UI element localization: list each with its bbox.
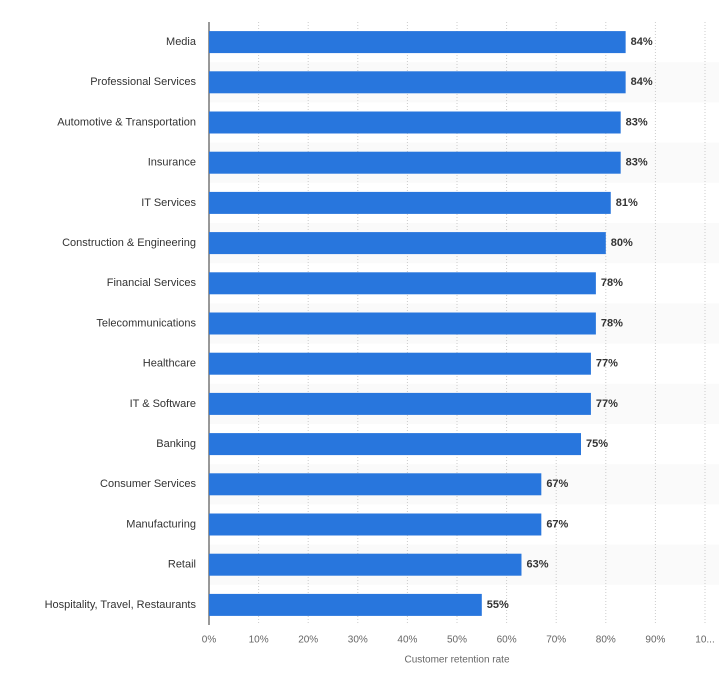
bar: [209, 31, 626, 54]
y-tick-label: Insurance: [148, 157, 196, 169]
x-tick-label: 50%: [447, 635, 467, 646]
bar: [209, 151, 621, 174]
x-tick-label: 60%: [497, 635, 517, 646]
value-label: 80%: [611, 237, 633, 249]
y-tick-label: Automotive & Transportation: [57, 116, 196, 128]
value-label: 55%: [487, 599, 509, 611]
y-tick-label: Hospitality, Travel, Restaurants: [45, 599, 197, 611]
bar: [209, 272, 596, 295]
y-tick-label: Financial Services: [107, 277, 197, 289]
bar: [209, 473, 542, 496]
bar: [209, 433, 581, 456]
bar: [209, 71, 626, 94]
x-tick-label: 20%: [298, 635, 318, 646]
y-tick-label: IT & Software: [130, 398, 196, 410]
value-label: 77%: [596, 358, 618, 370]
y-tick-label: Telecommunications: [96, 317, 196, 329]
y-tick-label: Retail: [168, 559, 196, 571]
y-tick-label: Healthcare: [143, 358, 196, 370]
x-tick-label: 0%: [202, 635, 217, 646]
x-tick-label: 40%: [397, 635, 417, 646]
y-tick-label: Banking: [156, 438, 196, 450]
x-tick-label: 90%: [645, 635, 665, 646]
value-label: 84%: [631, 76, 653, 88]
value-label: 78%: [601, 277, 623, 289]
x-tick-label: 10%: [249, 635, 269, 646]
value-label: 83%: [626, 116, 648, 128]
bar: [209, 553, 522, 576]
value-label: 63%: [526, 559, 548, 571]
y-tick-label: Consumer Services: [100, 478, 196, 490]
bar: [209, 352, 591, 375]
x-tick-label: 80%: [596, 635, 616, 646]
value-label: 84%: [631, 36, 653, 48]
value-label: 77%: [596, 398, 618, 410]
x-axis-title: Customer retention rate: [404, 655, 509, 666]
y-tick-label: Professional Services: [90, 76, 196, 88]
value-label: 83%: [626, 157, 648, 169]
y-tick-label: Media: [166, 36, 197, 48]
x-tick-label: 70%: [546, 635, 566, 646]
bar: [209, 191, 611, 214]
bar: [209, 232, 606, 255]
x-tick-label: 10...: [695, 635, 714, 646]
bar: [209, 593, 482, 616]
value-label: 67%: [546, 518, 568, 530]
value-label: 78%: [601, 317, 623, 329]
bar: [209, 312, 596, 335]
y-tick-label: IT Services: [141, 197, 196, 209]
value-label: 75%: [586, 438, 608, 450]
y-tick-label: Construction & Engineering: [62, 237, 196, 249]
bar: [209, 513, 542, 536]
bar: [209, 111, 621, 134]
value-label: 81%: [616, 197, 638, 209]
value-label: 67%: [546, 478, 568, 490]
y-tick-label: Manufacturing: [126, 518, 196, 530]
bar: [209, 392, 591, 415]
x-tick-label: 30%: [348, 635, 368, 646]
